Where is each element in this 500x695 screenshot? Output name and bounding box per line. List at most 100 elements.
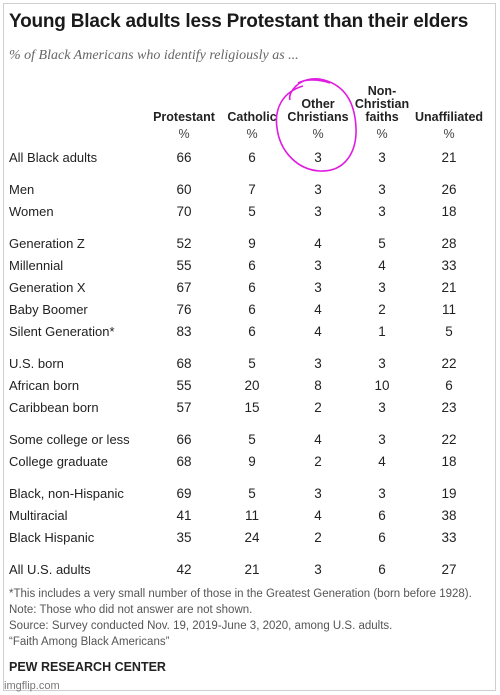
table-cell: 52: [176, 236, 192, 251]
footnote-note: Note: Those who did not answer are not s…: [9, 604, 253, 616]
table-cell: 2: [314, 530, 322, 545]
table-cell: 76: [176, 302, 192, 317]
table-cell: 70: [176, 204, 192, 219]
table-cell: 3: [378, 204, 386, 219]
table-cell: 3: [378, 150, 386, 165]
table-cell: 2: [314, 400, 322, 415]
column-header-3-line-1: Christian: [354, 97, 410, 111]
table-cell: 66: [176, 432, 192, 447]
chart-frame: [3, 3, 496, 691]
table-cell: 5: [378, 236, 386, 251]
table-cell: 4: [314, 324, 322, 339]
table-cell: 11: [441, 302, 456, 317]
row-label: All U.S. adults: [9, 562, 91, 577]
row-label: Caribbean born: [9, 400, 99, 415]
table-cell: 5: [248, 486, 256, 501]
table-cell: 6: [378, 508, 386, 523]
row-label: U.S. born: [9, 356, 64, 371]
table-cell: 10: [374, 378, 390, 393]
table-cell: 1: [378, 324, 386, 339]
table-cell: 9: [248, 236, 256, 251]
row-label: Some college or less: [9, 432, 130, 447]
table-cell: 22: [441, 432, 457, 447]
row-label: Silent Generation*: [9, 324, 115, 339]
table-cell: 24: [244, 530, 260, 545]
table-cell: 3: [314, 280, 322, 295]
table-cell: 6: [248, 324, 256, 339]
table-cell: 3: [314, 356, 322, 371]
table-cell: 18: [441, 204, 457, 219]
table-cell: 6: [248, 258, 256, 273]
table-cell: 26: [441, 182, 457, 197]
row-label: African born: [9, 378, 80, 393]
table-cell: 5: [248, 204, 256, 219]
table-cell: 68: [176, 356, 192, 371]
column-header-1-line-0: Catholic: [227, 110, 277, 124]
footnote-report: “Faith Among Black Americans”: [9, 636, 170, 648]
column-unit-4: %: [443, 127, 455, 141]
table-cell: 21: [244, 562, 260, 577]
table-cell: 83: [176, 324, 192, 339]
table-cell: 6: [378, 562, 386, 577]
table-cell: 57: [176, 400, 192, 415]
table-cell: 19: [441, 486, 457, 501]
table-cell: 2: [314, 454, 322, 469]
table-cell: 3: [314, 258, 322, 273]
row-label: Baby Boomer: [9, 302, 88, 317]
table-cell: 9: [248, 454, 256, 469]
table-cell: 6: [378, 530, 386, 545]
table-cell: 3: [378, 182, 386, 197]
table-cell: 4: [314, 432, 322, 447]
table-cell: 21: [441, 150, 457, 165]
table-cell: 8: [314, 378, 322, 393]
footnote-generation: *This includes a very small number of th…: [9, 588, 472, 600]
table-cell: 3: [314, 204, 322, 219]
table-cell: 68: [176, 454, 192, 469]
table-cell: 21: [441, 280, 457, 295]
table-cell: 33: [441, 258, 457, 273]
table-cell: 20: [244, 378, 260, 393]
table-cell: 42: [176, 562, 192, 577]
table-cell: 6: [248, 302, 256, 317]
column-unit-1: %: [246, 127, 258, 141]
column-header-3-line-0: Non-: [367, 84, 397, 98]
table-cell: 23: [441, 400, 457, 415]
row-label: College graduate: [9, 454, 109, 469]
table-cell: 7: [248, 182, 256, 197]
footnote-source: Source: Survey conducted Nov. 19, 2019-J…: [9, 620, 393, 632]
table-cell: 55: [176, 258, 192, 273]
column-header-0-line-0: Protestant: [153, 110, 215, 124]
table-cell: 27: [441, 562, 457, 577]
table-cell: 6: [248, 280, 256, 295]
table-cell: 3: [378, 280, 386, 295]
row-label: Generation Z: [9, 236, 85, 251]
table-cell: 4: [314, 508, 322, 523]
table-cell: 4: [314, 236, 322, 251]
table-cell: 3: [378, 432, 386, 447]
table-cell: 15: [244, 400, 260, 415]
table-cell: 41: [176, 508, 192, 523]
table-cell: 3: [314, 150, 322, 165]
table-cell: 35: [176, 530, 192, 545]
table-cell: 60: [176, 182, 192, 197]
table-cell: 69: [176, 486, 192, 501]
table-cell: 33: [441, 530, 457, 545]
table-cell: 3: [314, 562, 322, 577]
row-label: Millennial: [9, 258, 64, 273]
column-unit-0: %: [178, 127, 190, 141]
table-cell: 28: [441, 236, 457, 251]
row-label: Women: [9, 204, 54, 219]
table-cell: 3: [378, 486, 386, 501]
table-cell: 38: [441, 508, 457, 523]
column-header-4-line-0: Unaffiliated: [414, 110, 484, 124]
row-label: Multiracial: [9, 508, 68, 523]
table-cell: 11: [244, 508, 259, 523]
table-cell: 4: [314, 302, 322, 317]
table-cell: 3: [378, 400, 386, 415]
table-cell: 6: [445, 378, 453, 393]
table-cell: 3: [314, 486, 322, 501]
table-cell: 3: [378, 356, 386, 371]
table-cell: 3: [314, 182, 322, 197]
table-cell: 67: [176, 280, 192, 295]
table-cell: 22: [441, 356, 457, 371]
